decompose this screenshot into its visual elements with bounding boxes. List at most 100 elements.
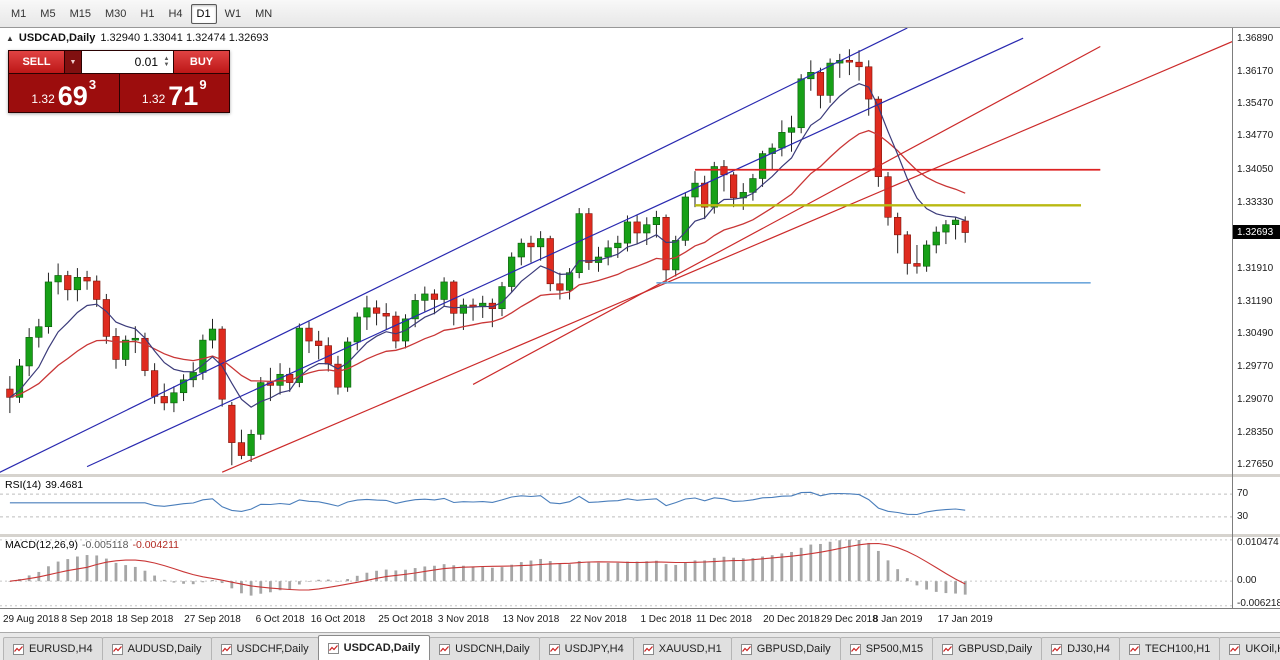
tab-label: GBPUSD,Daily (756, 643, 831, 655)
rsi-indicator-pane[interactable]: RSI(14) 39.4681 (0, 474, 1232, 534)
rsi-label: RSI(14) 39.4681 (5, 479, 84, 491)
price-axis-label: 1.31910 (1237, 262, 1274, 274)
tab-xauusd-h1[interactable]: XAUUSD,H1 (632, 637, 732, 660)
timeframe-button-h1[interactable]: H1 (140, 7, 155, 20)
tab-label: GBPUSD,Daily (958, 643, 1033, 655)
tab-gbpusd-daily[interactable]: GBPUSD,Daily (932, 637, 1043, 660)
chart-marker-icon: ▲ (6, 33, 14, 43)
time-axis[interactable]: 29 Aug 2018 8 Sep 2018 18 Sep 2018 27 Sep 2… (0, 608, 1280, 632)
timeframe-button-m5[interactable]: M5 (40, 7, 56, 20)
chart-panes: ▲ USDCAD,Daily 1.32940 1.33041 1.32474 1… (0, 28, 1232, 608)
macd-plot[interactable] (0, 537, 1232, 608)
chart-icon (942, 643, 954, 655)
timeframe-button-m30[interactable]: M30 (104, 7, 127, 20)
chart-area: ▲ USDCAD,Daily 1.32940 1.33041 1.32474 1… (0, 28, 1280, 609)
chart-ohlc-values: 1.32940 1.33041 1.32474 1.32693 (100, 32, 269, 44)
tab-dj30-h4[interactable]: DJ30,H4 (1041, 637, 1120, 660)
timeframe-button-d1[interactable]: D1 (190, 3, 217, 24)
timeframe-button-m15[interactable]: M15 (69, 7, 91, 20)
macd-indicator-pane[interactable]: MACD(12,26,9) -0.005118 -0.004211 (0, 534, 1232, 608)
date-axis-label: 8 Sep 2018 (61, 614, 113, 625)
date-axis-label: 27 Sep 2018 (184, 614, 241, 625)
tab-label: DJ30,H4 (1067, 643, 1110, 655)
tab-sp500-m15[interactable]: SP500,M15 (839, 637, 934, 660)
timeframe-button-m1[interactable]: M1 (11, 7, 27, 20)
rsi-plot[interactable] (0, 477, 1232, 534)
price-axis-label: 1.28350 (1237, 426, 1274, 438)
timeframe-button-mn[interactable]: MN (255, 7, 273, 20)
sell-button[interactable]: SELL (9, 51, 64, 73)
tab-label: SP500,M15 (865, 643, 924, 655)
timeframe-button-h4[interactable]: H4 (168, 7, 183, 20)
ask-price-prefix: 1.32 (141, 92, 166, 106)
date-axis-label: 17 Jan 2019 (937, 614, 993, 625)
macd-axis[interactable]: 0.010474 0.00 -0.006218 (1233, 534, 1280, 609)
macd-axis-label: 0.00 (1237, 575, 1257, 587)
tab-ukoil-h1[interactable]: UKOil,H1 (1219, 637, 1280, 660)
date-axis-label: 8 Jan 2019 (872, 614, 923, 625)
tab-label: AUDUSD,Daily (127, 643, 202, 655)
tab-usdjpy-h4[interactable]: USDJPY,H4 (538, 637, 634, 660)
volume-spinner[interactable]: ▲ ▼ (161, 56, 172, 68)
spinner-up-icon[interactable]: ▲ (163, 56, 170, 62)
price-axis-label: 1.36170 (1237, 65, 1274, 77)
date-axis-label: 11 Dec 2018 (695, 614, 752, 625)
volume-value: 0.01 (134, 55, 158, 69)
spinner-down-icon[interactable]: ▼ (163, 62, 170, 68)
price-axis-label: 1.33330 (1237, 196, 1274, 208)
tab-usdchf-daily[interactable]: USDCHF,Daily (210, 637, 319, 660)
date-axis-label: 13 Nov 2018 (502, 614, 560, 625)
price-axis-label: 1.27650 (1237, 459, 1274, 471)
tab-usdcnh-daily[interactable]: USDCNH,Daily (429, 637, 540, 660)
rsi-axis[interactable]: 70 30 (1233, 474, 1280, 534)
macd-axis-label: -0.006218 (1237, 598, 1280, 609)
chart-icon (327, 642, 339, 654)
bid-price-prefix: 1.32 (31, 92, 55, 106)
main-price-axis[interactable]: 1.36890 1.36170 1.35470 1.34770 1.34050 1.333… (1233, 28, 1280, 474)
tab-tech100-h1[interactable]: TECH100,H1 (1118, 637, 1221, 660)
tab-gbpusd-daily[interactable]: GBPUSD,Daily (730, 637, 841, 660)
tab-label: UKOil,H1 (1245, 643, 1280, 655)
main-chart-pane[interactable]: ▲ USDCAD,Daily 1.32940 1.33041 1.32474 1… (0, 28, 1232, 474)
chart-icon (13, 643, 24, 655)
price-axis-label: 1.30490 (1237, 328, 1274, 340)
buy-price-display[interactable]: 1.32 71 9 (119, 74, 229, 112)
chart-icon (849, 643, 861, 655)
bid-price-pip: 3 (88, 77, 97, 92)
macd-axis-label: 0.010474 (1237, 537, 1279, 548)
price-axis-label: 1.35470 (1237, 98, 1274, 110)
chart-icon (548, 643, 560, 655)
chart-icon (740, 643, 752, 655)
tab-label: USDCHF,Daily (236, 643, 309, 655)
price-axis-label: 1.34050 (1237, 163, 1274, 175)
price-axis-label: 1.29770 (1237, 361, 1274, 373)
ask-price-pip: 9 (199, 77, 207, 92)
date-axis-label: 25 Oct 2018 (378, 614, 433, 625)
tab-label: USDCNH,Daily (455, 643, 530, 655)
date-axis-label: 6 Oct 2018 (255, 614, 305, 625)
price-axis-label: 1.34770 (1237, 130, 1274, 142)
buy-button[interactable]: BUY (174, 51, 229, 73)
date-axis-label: 16 Oct 2018 (310, 614, 366, 625)
date-axis-label: 20 Dec 2018 (763, 614, 820, 625)
price-axis[interactable]: 1.36890 1.36170 1.35470 1.34770 1.34050 1.333… (1232, 28, 1280, 609)
macd-label: MACD(12,26,9) -0.005118 -0.004211 (5, 539, 179, 551)
price-axis-label: 1.31190 (1237, 295, 1273, 307)
chart-title: ▲ USDCAD,Daily 1.32940 1.33041 1.32474 1… (6, 32, 269, 44)
sell-price-display[interactable]: 1.32 69 3 (9, 74, 119, 112)
tab-audusd-daily[interactable]: AUDUSD,Daily (101, 637, 212, 660)
timeframe-toolbar: M1 M5 M15 M30 H1 H4 D1 W1 MN (0, 0, 1280, 28)
date-axis-label: 3 Nov 2018 (437, 614, 489, 625)
chart-icon (111, 643, 123, 655)
candlestick-chart[interactable] (0, 28, 1232, 474)
date-axis-label: 22 Nov 2018 (570, 614, 627, 625)
volume-input[interactable]: 0.01 ▲ ▼ (82, 51, 173, 73)
volume-dropdown-button[interactable]: ▼ (65, 51, 81, 73)
date-axis-label: 18 Sep 2018 (116, 614, 174, 625)
tab-eurusd-h4[interactable]: EURUSD,H4 (3, 637, 103, 660)
timeframe-button-w1[interactable]: W1 (224, 7, 242, 20)
tab-usdcad-daily[interactable]: USDCAD,Daily (317, 635, 431, 660)
bid-price-big: 69 (57, 81, 88, 112)
chevron-down-icon: ▼ (69, 58, 77, 66)
